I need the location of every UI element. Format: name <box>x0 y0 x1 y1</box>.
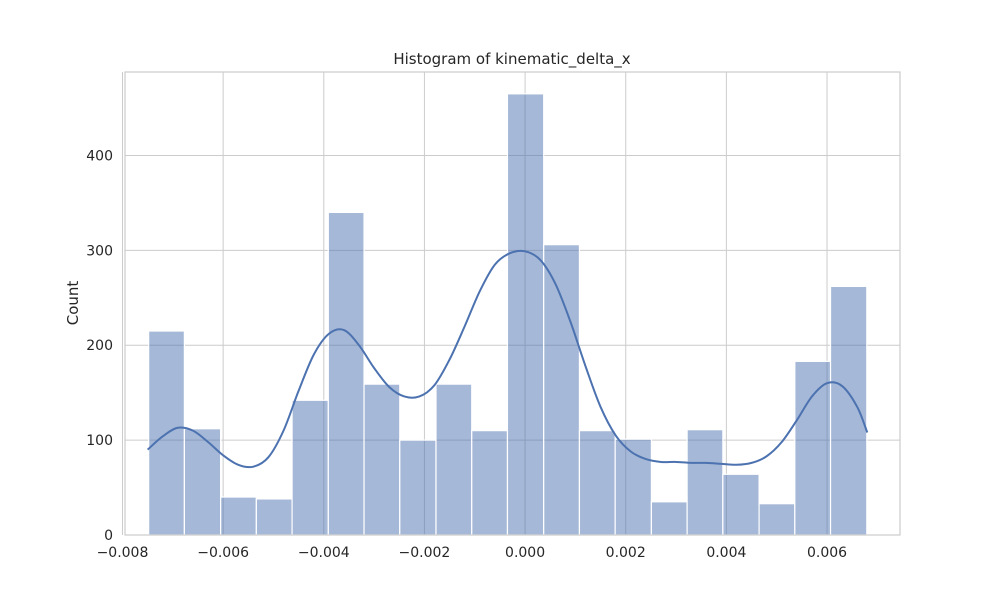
histogram-bar-12 <box>578 430 616 536</box>
plot-frame <box>124 71 901 536</box>
histogram-bar-9 <box>471 430 509 536</box>
y-tick-label-1: 100 <box>86 433 113 449</box>
histogram-bar-1 <box>183 428 222 536</box>
y-axis-label: Count <box>64 281 82 326</box>
histogram-bar-19 <box>829 285 868 536</box>
x-tick-label-7: 0.006 <box>807 545 847 561</box>
x-tick-label-2: −0.004 <box>298 545 350 561</box>
x-tick-label-6: 0.004 <box>706 545 746 561</box>
x-tick-label-5: 0.002 <box>606 545 646 561</box>
x-tick-label-0: −0.008 <box>97 545 149 561</box>
tick-label-layer: −0.008 −0.006 −0.004 −0.002 0.000 0.002 0.004 0… <box>86 148 847 561</box>
histogram-bar-15 <box>686 429 724 536</box>
histogram-bar-5 <box>327 211 365 536</box>
x-tick-label-1: −0.006 <box>197 545 249 561</box>
histogram-bar-8 <box>435 383 473 536</box>
histogram-bar-3 <box>255 498 293 536</box>
y-tick-label-0: 0 <box>104 528 113 544</box>
y-tick-label-4: 400 <box>86 148 113 164</box>
histogram-bar-18 <box>794 360 832 536</box>
y-tick-label-3: 300 <box>86 243 113 259</box>
kde-curve <box>146 249 869 469</box>
histogram-bar-17 <box>758 503 796 536</box>
histogram-bar-16 <box>722 473 760 536</box>
histogram-bar-11 <box>543 244 581 536</box>
histogram-bar-7 <box>399 439 437 536</box>
x-tick-label-3: −0.002 <box>399 545 451 561</box>
histogram-bar-4 <box>291 399 329 536</box>
histogram-bar-2 <box>220 496 257 536</box>
histogram-bar-6 <box>363 383 401 536</box>
x-tick-label-4: 0.000 <box>505 545 545 561</box>
histogram-bar-10 <box>506 93 545 536</box>
chart-title: Histogram of kinematic_delta_x <box>393 50 630 69</box>
bar-layer <box>148 93 868 536</box>
histogram-bar-14 <box>650 501 688 536</box>
y-tick-label-2: 200 <box>86 338 113 354</box>
